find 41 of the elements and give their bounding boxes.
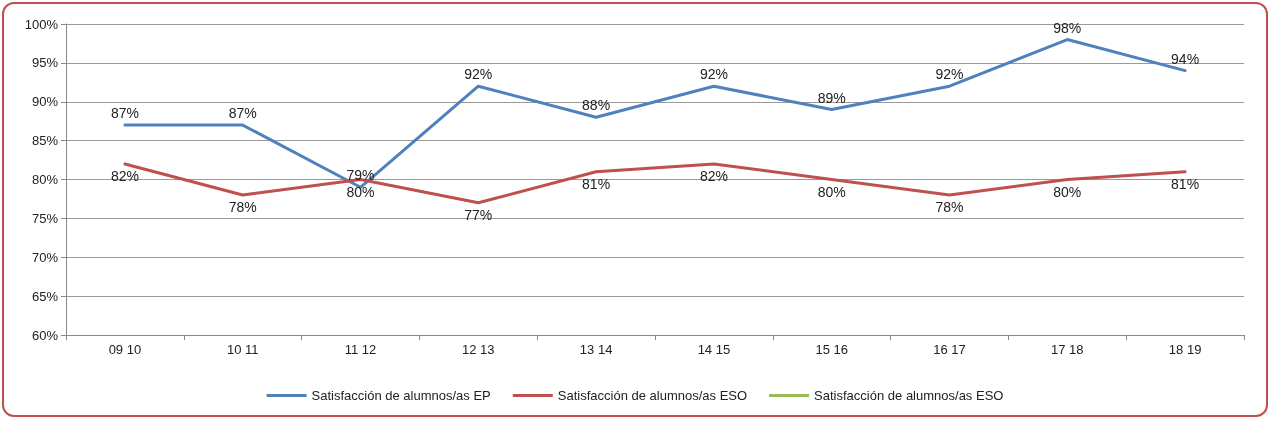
legend-label: Satisfacción de alumnos/as ESO: [814, 388, 1004, 403]
data-label: 87%: [228, 105, 257, 122]
data-label: 82%: [110, 167, 139, 184]
data-label: 92%: [464, 66, 493, 83]
legend-label: Satisfacción de alumnos/as EP: [311, 388, 491, 403]
x-tick-label: 14 15: [697, 342, 731, 357]
data-label: 98%: [1053, 19, 1082, 36]
y-tick-label: 80%: [31, 172, 59, 187]
y-tick-label: 90%: [31, 94, 59, 110]
data-label: 92%: [699, 66, 728, 83]
data-label: 92%: [935, 66, 964, 83]
data-label: 78%: [935, 199, 964, 216]
y-tick-label: 95%: [31, 55, 59, 71]
x-tick-label: 09 10: [108, 342, 142, 357]
data-label: 80%: [1053, 183, 1082, 200]
y-tick-label: 60%: [31, 327, 59, 343]
data-label: 80%: [817, 183, 846, 200]
data-label: 88%: [582, 97, 611, 114]
data-label: 80%: [346, 183, 375, 200]
data-label: 94%: [1171, 50, 1200, 67]
x-tick-label: 11 12: [344, 342, 377, 357]
y-tick-label: 100%: [24, 16, 59, 32]
data-label: 77%: [464, 206, 493, 223]
y-tick-label: 85%: [31, 133, 59, 149]
data-label: 81%: [1171, 175, 1200, 192]
legend-label: Satisfacción de alumnos/as ESO: [557, 388, 748, 403]
x-tick-label: 17 18: [1051, 342, 1084, 357]
x-tick-label: 15 16: [815, 342, 848, 357]
data-label: 78%: [228, 199, 257, 216]
data-label: 81%: [582, 175, 611, 192]
y-tick-label: 70%: [31, 249, 59, 265]
data-label: 89%: [817, 89, 846, 106]
data-label: 87%: [110, 105, 139, 122]
data-label: 82%: [699, 167, 728, 184]
x-tick-label: 10 11: [226, 342, 259, 357]
y-tick-label: 65%: [31, 288, 59, 304]
y-tick-label: 75%: [31, 210, 59, 226]
x-tick-label: 16 17: [933, 342, 966, 357]
x-tick-label: 13 14: [579, 342, 613, 357]
x-tick-label: 12 13: [462, 342, 495, 357]
x-tick-label: 18 19: [1168, 342, 1202, 357]
